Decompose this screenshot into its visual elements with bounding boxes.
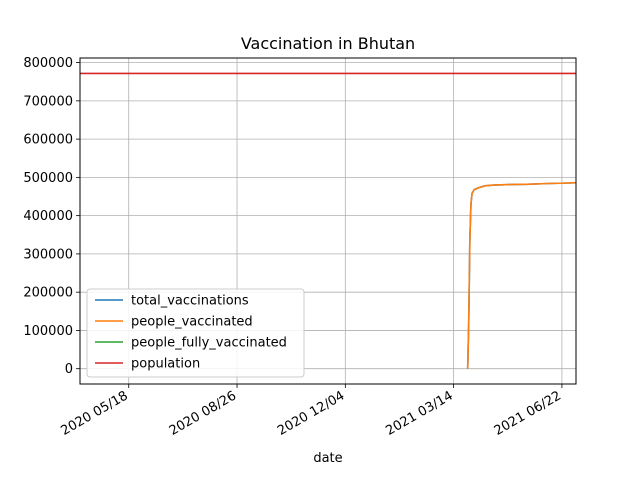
series-line-people-vaccinated: [466, 181, 577, 369]
y-tick-label: 200000: [23, 286, 73, 301]
x-axis-label: date: [313, 451, 342, 466]
y-tick-label: 300000: [23, 247, 73, 262]
chart-title: Vaccination in Bhutan: [241, 34, 415, 53]
y-tick-label: 600000: [23, 133, 73, 148]
legend: total_vaccinations people_vaccinatedpeopl…: [86, 288, 305, 378]
y-tick-label: 700000: [23, 94, 73, 109]
y-tick-label: 100000: [23, 324, 73, 339]
y-tick-label: 800000: [23, 56, 73, 71]
legend-box: [86, 288, 305, 378]
series-layer: [80, 72, 577, 369]
plot-frame: [79, 57, 577, 385]
y-axis-ticks: 0 100000 200000 300000 400000 500000 600000 700…: [23, 56, 80, 377]
y-tick-label: 500000: [23, 171, 73, 186]
legend-label: population: [131, 357, 200, 372]
y-tick-label: 400000: [23, 209, 73, 224]
legend-label: people_fully_vaccinated: [131, 336, 287, 351]
y-tick-label: 0: [65, 362, 73, 377]
legend-label: people_vaccinated: [131, 315, 253, 330]
legend-label: total_vaccinations: [131, 294, 249, 309]
